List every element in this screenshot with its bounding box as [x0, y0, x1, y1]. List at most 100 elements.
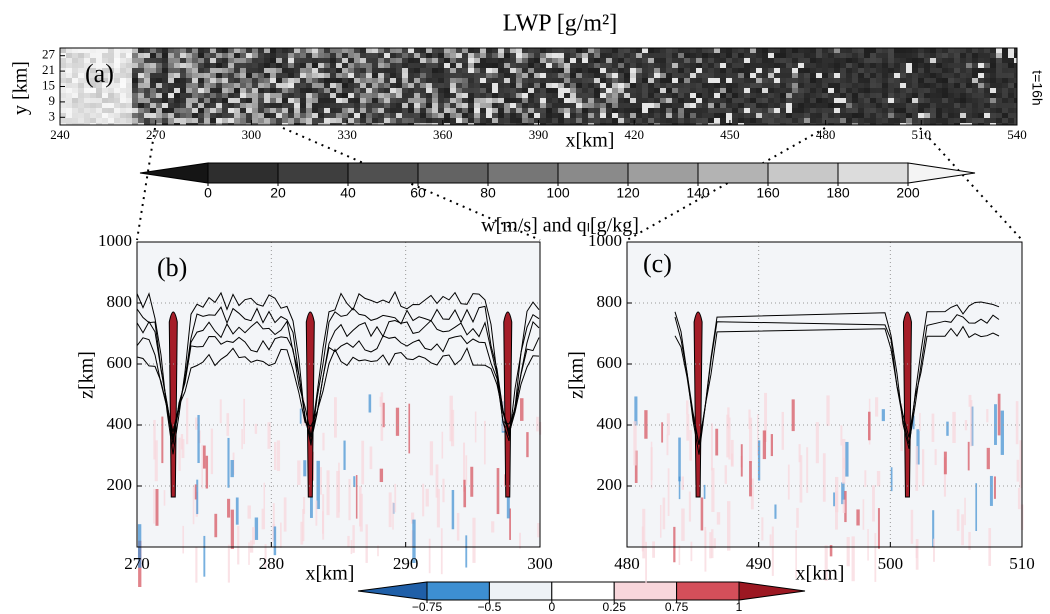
lwp-cell	[606, 83, 612, 88]
lwp-cell	[726, 68, 732, 73]
lwp-cell	[714, 88, 720, 93]
lwp-cell	[408, 123, 414, 125]
lwp-cell	[594, 68, 600, 73]
lwp-cell	[318, 88, 324, 93]
lwp-cell	[342, 108, 348, 113]
lwp-cell	[204, 73, 210, 78]
lwp-cell	[372, 108, 378, 113]
lwp-cell	[438, 68, 444, 73]
lwp-cell	[114, 58, 120, 63]
lwp-cell	[474, 98, 480, 103]
lwp-cell	[732, 123, 738, 125]
lwp-cell	[888, 63, 894, 68]
lwp-cell	[492, 123, 498, 125]
lwp-cell	[510, 113, 516, 118]
lwp-cell	[588, 93, 594, 98]
lwp-cell	[528, 78, 534, 83]
lwp-cell	[366, 53, 372, 58]
lwp-cell	[300, 103, 306, 108]
lwp-cell	[864, 83, 870, 88]
lwp-cell	[972, 93, 978, 98]
lwp-cell	[372, 73, 378, 78]
lwp-cell	[108, 118, 114, 123]
lwp-cell	[756, 88, 762, 93]
lwp-cell	[858, 68, 864, 73]
lwp-cell	[474, 93, 480, 98]
w-streak	[946, 421, 949, 436]
lwp-cell	[492, 118, 498, 123]
w-streak	[195, 546, 198, 583]
lwp-cell	[480, 58, 486, 63]
lwp-cell	[1002, 78, 1008, 83]
lwp-cell	[990, 83, 996, 88]
w-streak	[912, 415, 915, 430]
lwp-cell	[960, 103, 966, 108]
lwp-cell	[444, 93, 450, 98]
lwp-cell	[588, 123, 594, 125]
w-streak	[442, 478, 445, 503]
lwp-cell	[162, 58, 168, 63]
lwp-cell	[720, 103, 726, 108]
lwp-cell	[300, 78, 306, 83]
lwp-cell	[798, 58, 804, 63]
lwp-cell	[402, 68, 408, 73]
lwp-cell	[534, 53, 540, 58]
lwp-cell	[888, 48, 894, 53]
lwp-cell	[816, 123, 822, 125]
lwp-cell	[240, 123, 246, 125]
w-streak	[762, 430, 767, 460]
lwp-cell	[972, 68, 978, 73]
lwp-cell	[66, 68, 72, 73]
lwp-cell	[756, 123, 762, 125]
lwp-cell	[372, 103, 378, 108]
lwp-cell	[894, 48, 900, 53]
lwp-cell	[1008, 48, 1014, 53]
lwp-cell	[210, 103, 216, 108]
lwp-cell	[342, 68, 348, 73]
lwp-cell	[978, 58, 984, 63]
lwp-cell	[252, 123, 258, 125]
lwp-cell	[960, 63, 966, 68]
w-streak	[726, 414, 730, 458]
lwp-cell	[540, 98, 546, 103]
lwp-cell	[522, 88, 528, 93]
w-streak	[704, 530, 707, 572]
lwp-cell	[186, 108, 192, 113]
lwp-cell	[240, 48, 246, 53]
lwp-cell	[372, 63, 378, 68]
lwp-cell	[108, 48, 114, 53]
lwp-cell	[720, 123, 726, 125]
w-streak	[526, 432, 529, 458]
lwp-cell	[384, 83, 390, 88]
w-streak	[315, 500, 318, 526]
w-streak	[536, 416, 539, 432]
lwp-cell	[528, 118, 534, 123]
lwp-cell	[588, 88, 594, 93]
lwp-cell	[78, 48, 84, 53]
lwp-cell	[114, 123, 120, 125]
lwp-cell	[1008, 83, 1014, 88]
lwp-cell	[654, 118, 660, 123]
lwp-cell	[438, 53, 444, 58]
lwp-cell	[276, 73, 282, 78]
lwp-cell	[522, 68, 528, 73]
lwp-cell	[264, 103, 270, 108]
lwp-cell	[432, 98, 438, 103]
lwp-cell	[594, 118, 600, 123]
lwp-cell	[624, 63, 630, 68]
lwp-cell	[516, 78, 522, 83]
lwp-cell	[234, 88, 240, 93]
lwp-cell	[258, 68, 264, 73]
lwp-cell	[246, 118, 252, 123]
lwp-cell	[306, 68, 312, 73]
lwp-cell	[498, 93, 504, 98]
lwp-cell	[852, 83, 858, 88]
lwp-cell	[834, 103, 840, 108]
lwp-cell	[618, 108, 624, 113]
w-streak	[537, 523, 541, 538]
lwp-cell	[516, 53, 522, 58]
lwp-cell	[534, 78, 540, 83]
lwp-cell	[360, 63, 366, 68]
lwp-cell	[534, 113, 540, 118]
lwp-cell	[624, 118, 630, 123]
